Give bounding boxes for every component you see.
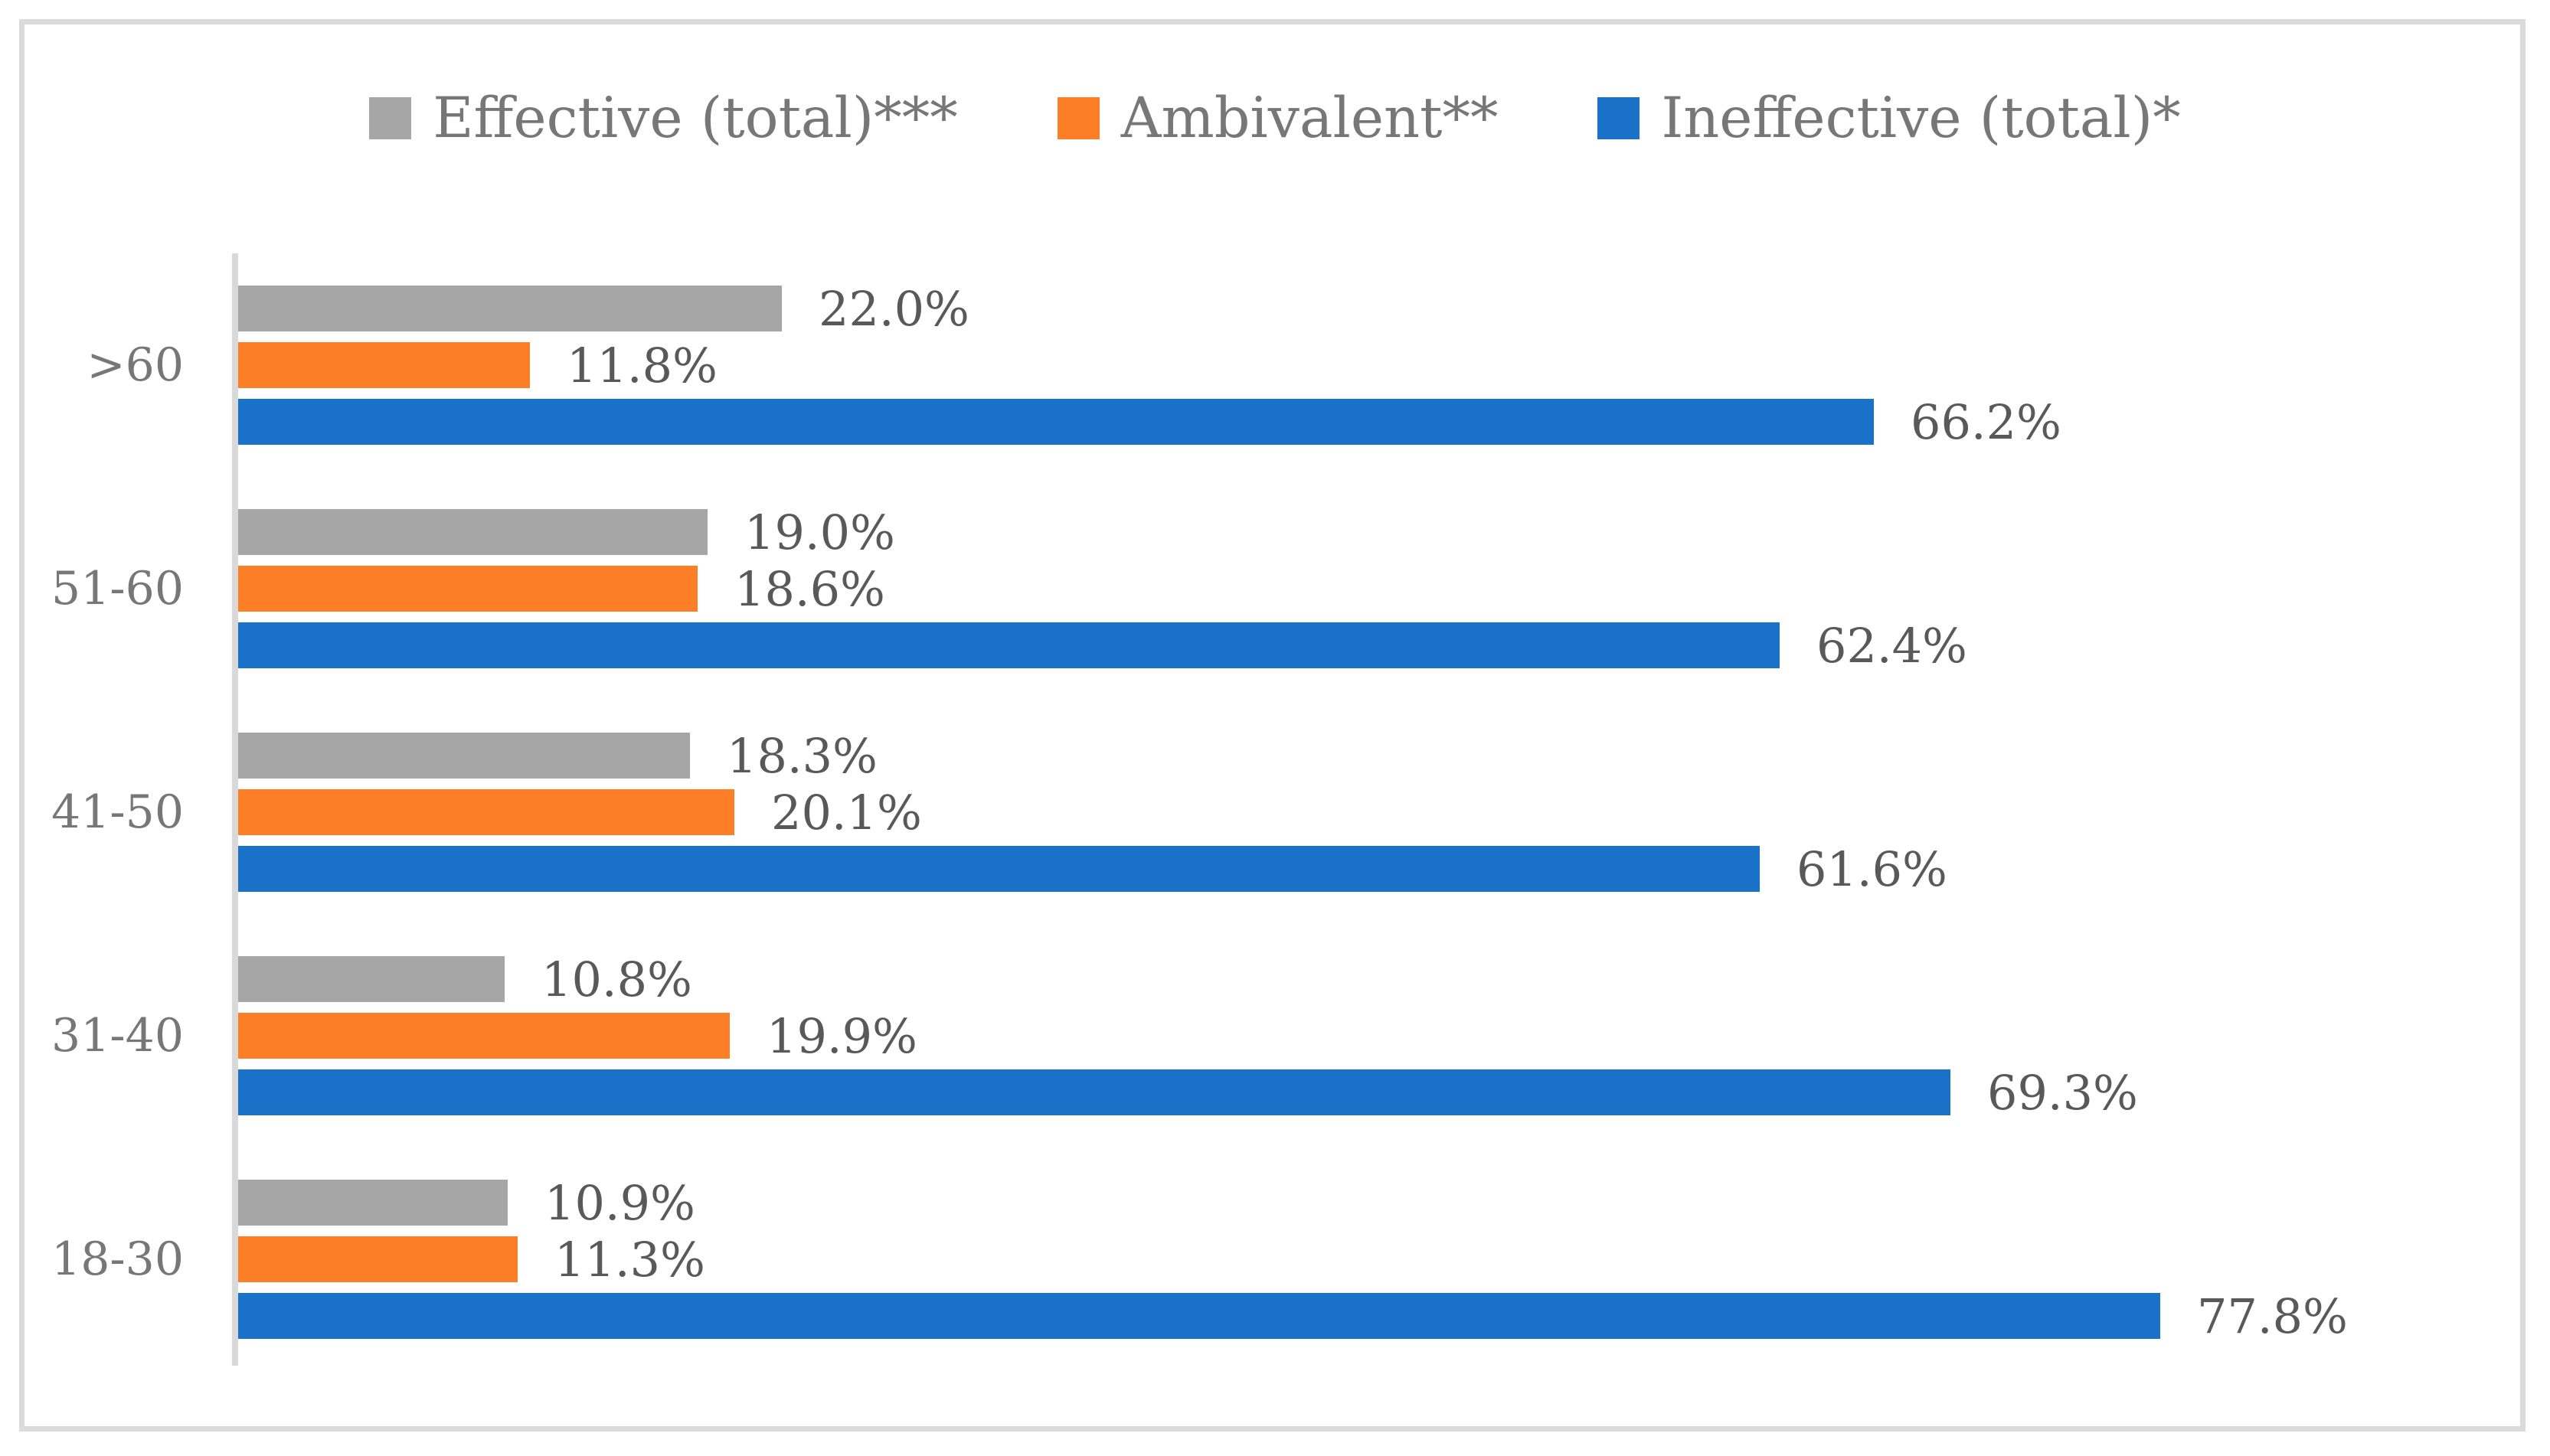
bar-value-label: 69.3%: [1987, 1065, 2138, 1121]
bar-41-50-series-0: [238, 733, 690, 779]
plot-area: 22.0% 11.8% 66.2% 19.0% 18.6% 62.4% 18.3% 20.1%…: [232, 253, 2529, 1369]
bar-value-label: 77.8%: [2197, 1288, 2348, 1344]
bar->60-series-0: [238, 286, 782, 331]
bar-row: 10.9%: [238, 1175, 2528, 1231]
bar-row: 20.1%: [238, 785, 2528, 841]
category-label-18-30: 18-30: [51, 1232, 184, 1286]
bar-value-label: 61.6%: [1796, 841, 1947, 897]
legend-label: Effective (total)***: [433, 86, 958, 151]
bar-value-label: 20.1%: [771, 785, 922, 841]
category-axis-labels: >60 51-60 41-50 31-40 18-30: [0, 253, 184, 1369]
bar-row: 77.8%: [238, 1288, 2528, 1344]
category-label-41-50: 41-50: [51, 785, 184, 839]
legend: Effective (total)*** Ambivalent** Ineffect…: [0, 90, 2550, 146]
bar-31-40-series-2: [238, 1069, 1950, 1115]
bar-row: 66.2%: [238, 394, 2528, 450]
bar-value-label: 19.0%: [744, 504, 895, 560]
bar->60-series-1: [238, 342, 530, 388]
bar-row: 62.4%: [238, 618, 2528, 674]
bar-51-60-series-2: [238, 622, 1780, 668]
figure-border: [19, 19, 2525, 1432]
bar-value-label: 66.2%: [1911, 394, 2061, 450]
bar-value-label: 19.9%: [767, 1008, 917, 1064]
bar-row: 61.6%: [238, 841, 2528, 897]
legend-item-0: Effective (total)***: [369, 90, 958, 146]
bar-row: 19.0%: [238, 504, 2528, 560]
bar-group-31-40: 10.8% 19.9% 69.3%: [238, 952, 2529, 1121]
bar-51-60-series-1: [238, 566, 698, 612]
bar-31-40-series-1: [238, 1013, 730, 1059]
y-axis-line: [232, 253, 238, 1366]
legend-item-2: Ineffective (total)*: [1597, 86, 2181, 151]
bar-row: 18.6%: [238, 561, 2528, 617]
bar-group-18-30: 10.9% 11.3% 77.8%: [238, 1175, 2529, 1344]
bar-group-51-60: 19.0% 18.6% 62.4%: [238, 504, 2529, 674]
bar-row: 11.3%: [238, 1232, 2528, 1288]
bar-row: 19.9%: [238, 1008, 2528, 1064]
bar-value-label: 62.4%: [1816, 618, 1967, 674]
bar-18-30-series-1: [238, 1236, 518, 1282]
bar-value-label: 10.9%: [544, 1175, 695, 1231]
bar->60-series-2: [238, 399, 1874, 445]
legend-item-1: Ambivalent**: [1057, 86, 1499, 151]
bar-18-30-series-2: [238, 1293, 2160, 1339]
legend-marker-swatch-icon: [1597, 97, 1640, 139]
category-label-51-60: 51-60: [51, 562, 184, 615]
bar-row: 18.3%: [238, 728, 2528, 784]
bar-value-label: 11.3%: [554, 1232, 705, 1288]
bar-41-50-series-2: [238, 846, 1760, 892]
bar-51-60-series-0: [238, 509, 708, 555]
bar-value-label: 10.8%: [541, 952, 692, 1007]
legend-marker-swatch-icon: [1057, 97, 1100, 139]
bar-value-label: 11.8%: [567, 338, 718, 393]
bar-31-40-series-0: [238, 956, 505, 1002]
bar-value-label: 22.0%: [819, 281, 969, 337]
bar-18-30-series-0: [238, 1180, 508, 1226]
bar-group->60: 22.0% 11.8% 66.2%: [238, 281, 2529, 450]
legend-label: Ambivalent**: [1120, 86, 1499, 151]
bar-41-50-series-1: [238, 789, 734, 835]
bar-row: 22.0%: [238, 281, 2528, 337]
bar-row: 69.3%: [238, 1065, 2528, 1121]
bar-value-label: 18.6%: [734, 561, 885, 617]
bar-row: 10.8%: [238, 952, 2528, 1007]
bar-row: 11.8%: [238, 338, 2528, 393]
legend-label: Ineffective (total)*: [1661, 86, 2181, 151]
legend-marker-swatch-icon: [369, 97, 412, 139]
category-label-31-40: 31-40: [51, 1009, 184, 1063]
bar-group-41-50: 18.3% 20.1% 61.6%: [238, 728, 2529, 897]
category-label->60: >60: [87, 338, 184, 392]
bar-value-label: 18.3%: [727, 728, 878, 784]
